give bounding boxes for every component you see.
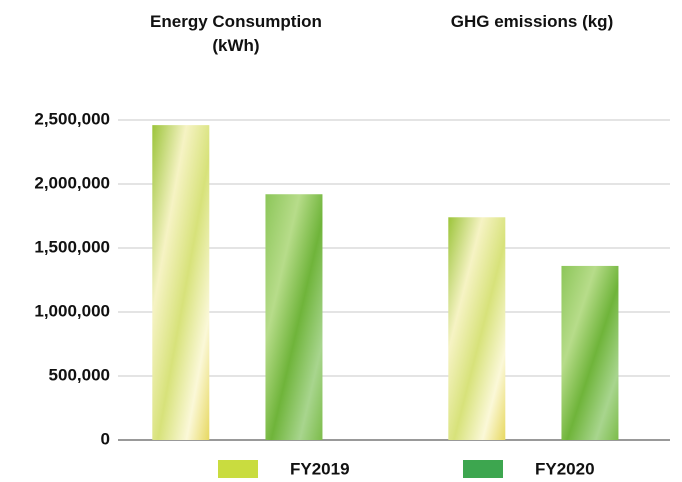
y-tick-label: 2,000,000 xyxy=(34,173,110,192)
category-label: Energy Consumption (kWh) xyxy=(150,12,322,55)
y-tick-label: 500,000 xyxy=(49,365,110,384)
bar xyxy=(152,125,210,441)
bar xyxy=(265,194,323,440)
y-tick-label: 0 xyxy=(101,429,110,448)
category-label: GHG emissions (kg) xyxy=(450,12,614,31)
bar xyxy=(561,265,619,440)
bar xyxy=(448,217,506,440)
y-tick-label: 2,500,000 xyxy=(34,109,110,128)
legend-swatch xyxy=(463,460,503,478)
legend-swatch xyxy=(218,460,258,478)
legend-label: FY2019 xyxy=(290,459,350,478)
legend-label: FY2020 xyxy=(535,459,595,478)
y-tick-label: 1,000,000 xyxy=(34,301,110,320)
y-tick-label: 1,500,000 xyxy=(34,237,110,256)
